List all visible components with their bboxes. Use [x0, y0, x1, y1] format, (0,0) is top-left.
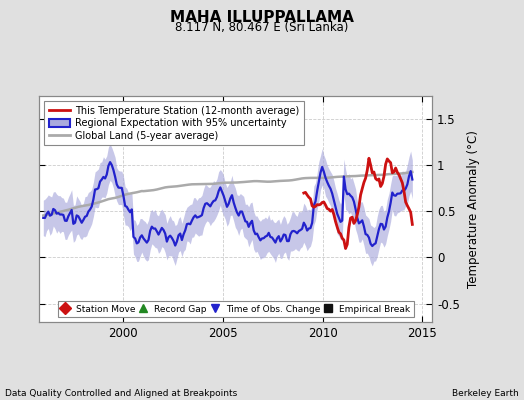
Y-axis label: Temperature Anomaly (°C): Temperature Anomaly (°C): [467, 130, 480, 288]
Text: MAHA ILLUPPALLAMA: MAHA ILLUPPALLAMA: [170, 10, 354, 25]
Legend: Station Move, Record Gap, Time of Obs. Change, Empirical Break: Station Move, Record Gap, Time of Obs. C…: [58, 301, 414, 318]
Text: Data Quality Controlled and Aligned at Breakpoints: Data Quality Controlled and Aligned at B…: [5, 389, 237, 398]
Text: Berkeley Earth: Berkeley Earth: [452, 389, 519, 398]
Text: 8.117 N, 80.467 E (Sri Lanka): 8.117 N, 80.467 E (Sri Lanka): [176, 21, 348, 34]
